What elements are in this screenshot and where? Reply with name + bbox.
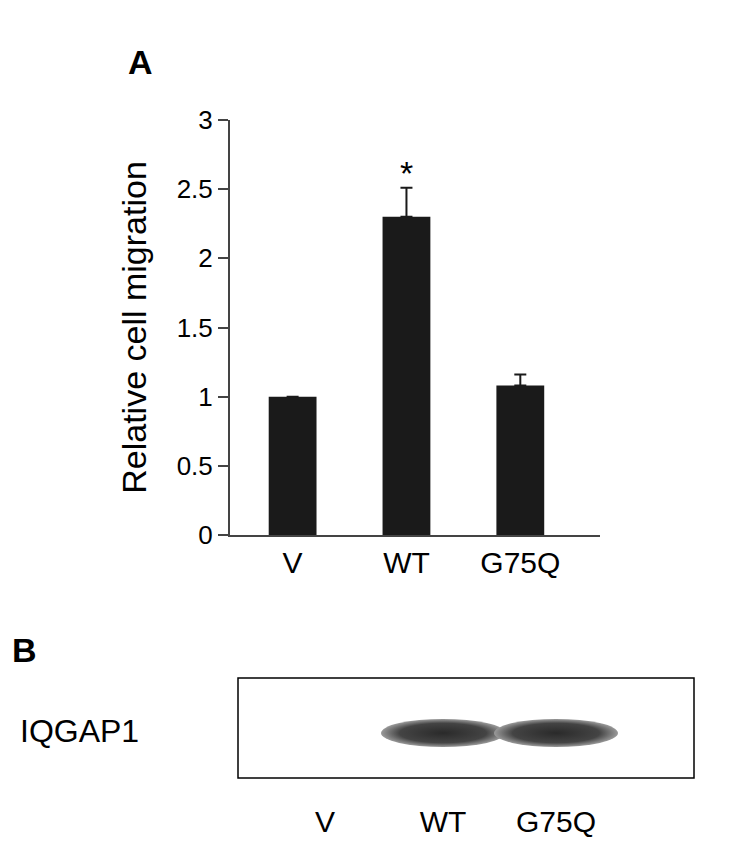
svg-text:G75Q: G75Q [480, 546, 560, 579]
svg-text:0: 0 [198, 520, 212, 550]
svg-text:A: A [128, 43, 153, 81]
svg-text:B: B [12, 631, 37, 669]
svg-text:1.5: 1.5 [177, 313, 213, 343]
svg-text:IQGAP1: IQGAP1 [20, 713, 139, 749]
svg-text:WT: WT [383, 546, 430, 579]
svg-text:Relative cell migration: Relative cell migration [115, 161, 153, 494]
svg-text:2.5: 2.5 [177, 174, 213, 204]
svg-text:0.5: 0.5 [177, 451, 213, 481]
svg-text:V: V [315, 805, 335, 838]
svg-text:G75Q: G75Q [516, 805, 596, 838]
svg-text:3: 3 [198, 105, 212, 135]
svg-text:1: 1 [198, 382, 212, 412]
svg-text:WT: WT [420, 805, 467, 838]
svg-text:*: * [400, 154, 413, 192]
svg-text:2: 2 [198, 243, 212, 273]
svg-text:V: V [283, 546, 303, 579]
